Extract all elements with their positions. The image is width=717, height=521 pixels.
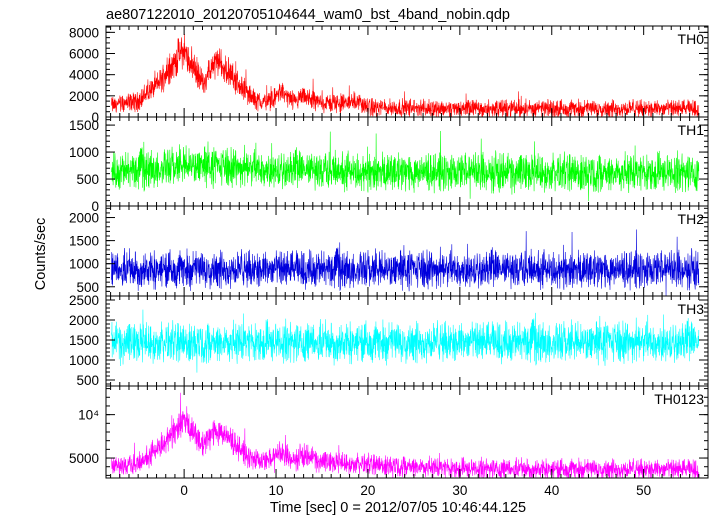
- x-tick-label: 20: [360, 483, 375, 498]
- y-tick-label: 4000: [69, 68, 99, 83]
- series-line-th2: [111, 229, 700, 296]
- panel-th1: 0 500 1000 1500 TH1: [69, 116, 709, 214]
- x-tick-label: 50: [636, 483, 651, 498]
- y-tick-label: 1000: [69, 145, 99, 160]
- y-tick-label: 2500: [69, 293, 99, 308]
- y-tick-label: 8000: [69, 25, 99, 40]
- y-tick-label: 5000: [69, 451, 99, 466]
- x-axis-label: Time [sec] 0 = 2012/07/05 10:46:44.125: [270, 500, 526, 516]
- y-tick-label: 6000: [69, 47, 99, 62]
- y-tick-label: 2000: [69, 313, 99, 328]
- y-tick-label: 0: [91, 199, 99, 214]
- y-tick-label: 500: [76, 172, 99, 187]
- y-tick-label: 2000: [69, 211, 99, 226]
- panel-th0: 0 2000 4000 6000 8000 TH0: [69, 25, 709, 125]
- series-line-th3: [111, 309, 700, 373]
- panel-label-th0: TH0: [678, 31, 705, 47]
- panel-th3: 500 1000 1500 2000 2500 TH3: [69, 293, 709, 388]
- y-tick-label: 500: [76, 373, 99, 388]
- panel-th0123: 5000 10⁴ TH0123: [69, 385, 709, 479]
- panel-frame: [105, 116, 709, 207]
- y-tick-label: 500: [76, 280, 99, 295]
- panel-label-th0123: TH0123: [654, 391, 704, 407]
- y-tick-label: 1500: [69, 234, 99, 249]
- y-axis-label: Counts/sec: [33, 218, 49, 291]
- panel-frame: [105, 385, 709, 479]
- y-tick-label: 10⁴: [78, 408, 99, 423]
- series-line-th0: [111, 33, 700, 117]
- series-line-th1: [111, 131, 700, 202]
- y-tick-label: 1500: [69, 333, 99, 348]
- y-tick-label: 1000: [69, 257, 99, 272]
- panel-label-th3: TH3: [678, 301, 705, 317]
- y-tick-label: 0: [91, 110, 99, 125]
- panel-th2: 500 1000 1500 2000 TH2: [69, 205, 709, 297]
- panel-label-th2: TH2: [678, 211, 705, 227]
- x-tick-label: 10: [269, 483, 284, 498]
- x-tick-label: 40: [544, 483, 559, 498]
- series-line-th0123: [111, 392, 700, 478]
- y-tick-label: 1500: [69, 118, 99, 133]
- y-tick-label: 2000: [69, 89, 99, 104]
- panel-label-th1: TH1: [678, 122, 705, 138]
- x-tick-label: 30: [452, 483, 467, 498]
- x-tick-label: 0: [180, 483, 188, 498]
- chart-title: ae807122010_20120705104644_wam0_bst_4ban…: [106, 7, 510, 23]
- y-tick-label: 1000: [69, 353, 99, 368]
